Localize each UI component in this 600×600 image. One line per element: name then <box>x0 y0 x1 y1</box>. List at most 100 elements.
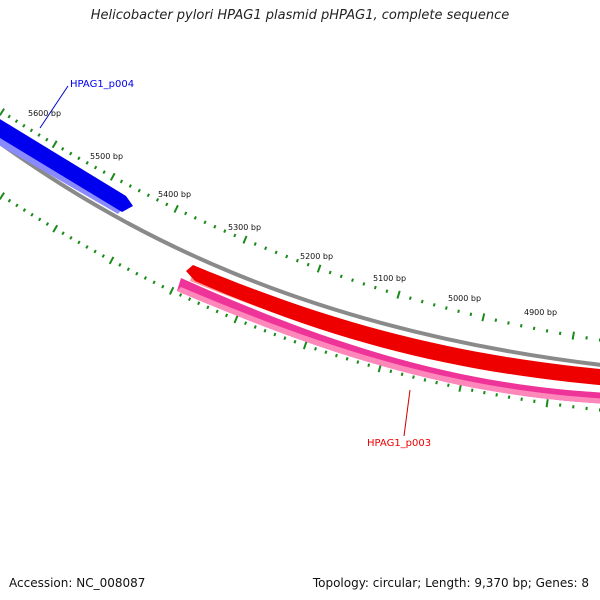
gene-arrow[interactable] <box>186 265 600 386</box>
gene-arrow[interactable] <box>0 113 133 212</box>
minor-tick <box>14 119 19 124</box>
minor-tick <box>178 293 183 297</box>
minor-tick <box>224 313 229 318</box>
minor-tick <box>483 390 486 395</box>
minor-tick <box>155 197 160 202</box>
major-tick <box>0 108 5 116</box>
minor-tick <box>274 250 278 255</box>
plasmid-backbone <box>0 140 600 367</box>
minor-tick <box>324 350 328 355</box>
minor-tick <box>373 285 377 290</box>
minor-tick <box>119 179 124 184</box>
map-title: Helicobacter pylori HPAG1 plasmid pHPAG1… <box>90 8 510 23</box>
major-tick <box>109 172 116 181</box>
minor-tick <box>152 280 156 285</box>
major-tick <box>316 264 322 273</box>
minor-tick <box>187 297 192 302</box>
major-tick <box>377 364 382 373</box>
minor-tick <box>161 284 165 289</box>
minor-tick <box>400 372 404 377</box>
minor-tick <box>101 254 105 258</box>
major-tick <box>233 315 239 324</box>
minor-tick <box>558 331 562 336</box>
minor-tick <box>253 325 257 329</box>
gene-hpag1-p003[interactable] <box>186 265 600 386</box>
minor-tick <box>306 262 310 267</box>
major-tick <box>169 286 175 295</box>
minor-tick <box>585 336 588 340</box>
minor-tick <box>470 388 474 393</box>
inner-tick-marks <box>0 192 600 412</box>
minor-tick <box>519 323 523 328</box>
minor-tick <box>244 321 248 326</box>
feature-band[interactable] <box>177 278 600 404</box>
minor-tick <box>423 378 427 382</box>
topology-summary-text: Topology: circular; Length: 9,370 bp; Ge… <box>312 576 589 590</box>
minor-tick <box>233 233 237 238</box>
minor-tick <box>184 211 188 216</box>
minor-tick <box>420 299 424 304</box>
minor-tick <box>135 271 139 276</box>
minor-tick <box>264 246 268 251</box>
minor-tick <box>213 224 217 229</box>
tick-label: 5500 bp <box>90 152 123 161</box>
minor-tick <box>273 332 277 337</box>
minor-tick <box>293 339 297 344</box>
tick-label: 4900 bp <box>524 308 557 317</box>
minor-tick <box>314 346 317 351</box>
gene-label-hpag1-p004[interactable]: HPAG1_p004 <box>70 79 134 90</box>
minor-tick <box>253 242 257 246</box>
minor-tick <box>7 114 11 119</box>
minor-tick <box>38 217 42 222</box>
minor-tick <box>7 198 12 203</box>
feature-hpag1-p003-overlap[interactable] <box>177 278 600 404</box>
minor-tick <box>61 231 65 236</box>
major-tick <box>108 256 115 265</box>
accession-text: Accession: NC_008087 <box>9 576 146 590</box>
minor-tick <box>408 296 412 300</box>
minor-tick <box>389 369 393 374</box>
minor-tick <box>223 229 227 233</box>
minor-tick <box>285 254 289 259</box>
minor-tick <box>197 301 201 306</box>
minor-tick <box>37 133 41 137</box>
minor-tick <box>22 123 26 128</box>
minor-tick <box>532 326 536 331</box>
minor-tick <box>494 318 498 322</box>
minor-tick <box>126 267 130 272</box>
minor-tick <box>351 278 354 283</box>
minor-tick <box>339 274 343 279</box>
gene-label-leader <box>403 389 411 437</box>
minor-tick <box>69 235 73 240</box>
tick-label: 5000 bp <box>448 294 481 303</box>
minor-tick <box>447 383 450 388</box>
major-tick <box>545 399 549 408</box>
minor-tick <box>435 380 438 385</box>
minor-tick <box>29 128 34 133</box>
minor-tick <box>507 395 511 399</box>
minor-tick <box>362 282 366 286</box>
minor-tick <box>77 240 81 245</box>
minor-tick <box>102 170 106 175</box>
minor-tick <box>203 220 207 225</box>
major-tick <box>52 224 59 233</box>
gene-label-hpag1-p003[interactable]: HPAG1_p003 <box>367 438 431 449</box>
minor-tick <box>457 309 460 314</box>
outer-tick-marks <box>0 108 600 342</box>
tick-label: 5400 bp <box>158 190 191 199</box>
minor-tick <box>263 328 267 333</box>
tick-label: 5200 bp <box>300 252 333 261</box>
major-tick <box>0 192 5 200</box>
minor-tick <box>520 397 523 401</box>
minor-tick <box>545 329 549 333</box>
gene-hpag1-p004[interactable] <box>0 113 133 214</box>
tick-label: 5600 bp <box>28 109 61 118</box>
minor-tick <box>60 147 65 151</box>
minor-tick <box>215 309 219 314</box>
minor-tick <box>283 336 287 340</box>
tick-label: 5100 bp <box>373 274 406 283</box>
major-tick <box>396 290 401 299</box>
major-tick <box>51 140 58 149</box>
